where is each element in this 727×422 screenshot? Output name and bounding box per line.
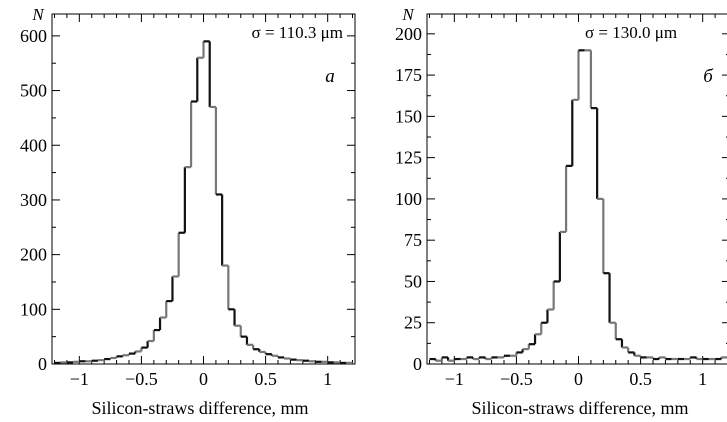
x-tick-label-b: −0.5 <box>500 369 533 389</box>
panel-label-a: a <box>325 66 335 87</box>
ticks-a: −1 −0.5 0 0.5 1 0 100 200 300 400 500 600 <box>20 14 355 389</box>
histogram-a <box>54 40 353 365</box>
y-tick-label-a: 0 <box>38 354 47 374</box>
y-tick-label-a: 300 <box>20 190 47 210</box>
y-axis-label-a: N <box>31 5 45 24</box>
y-tick-label-a: 600 <box>20 26 47 46</box>
x-tick-label-a: 0 <box>199 369 208 389</box>
y-tick-label-b: 75 <box>404 230 422 250</box>
x-tick-label-b: 1 <box>698 369 707 389</box>
y-axis-label-b: N <box>401 5 415 24</box>
x-tick-label-b: −1 <box>445 369 464 389</box>
plot-frame-b <box>426 13 727 365</box>
y-tick-label-b: 175 <box>395 65 422 85</box>
y-tick-label-b: 200 <box>395 24 422 44</box>
x-tick-label-a: −1 <box>70 369 89 389</box>
y-tick-label-b: 150 <box>395 106 422 126</box>
x-tick-label-a: 0.5 <box>254 369 277 389</box>
y-tick-label-b: 25 <box>404 313 422 333</box>
plot-frame-a <box>51 13 356 365</box>
x-tick-label-b: 0.5 <box>629 369 652 389</box>
x-tick-label-b: 0 <box>574 369 583 389</box>
histogram-b <box>429 49 727 362</box>
y-tick-label-a: 100 <box>20 299 47 319</box>
panel-b: −1 −0.5 0 0.5 1 0 25 50 75 100 125 150 175 200 N σ = … <box>395 5 727 418</box>
ticks-b: −1 −0.5 0 0.5 1 0 25 50 75 100 125 150 175 200 <box>395 14 727 389</box>
y-tick-label-a: 400 <box>20 135 47 155</box>
y-tick-label-a: 200 <box>20 245 47 265</box>
y-tick-label-b: 125 <box>395 148 422 168</box>
panel-label-b: б <box>703 66 714 87</box>
x-tick-label-a: 1 <box>323 369 332 389</box>
y-tick-label-b: 50 <box>404 271 422 291</box>
x-tick-label-a: −0.5 <box>125 369 158 389</box>
y-tick-label-b: 100 <box>395 189 422 209</box>
x-axis-label-a: Silicon-straws difference, mm <box>91 398 308 418</box>
annotation-b: σ = 130.0 μm <box>585 23 677 42</box>
x-axis-label-b: Silicon-straws difference, mm <box>471 398 688 418</box>
panel-a: −1 −0.5 0 0.5 1 0 100 200 300 400 500 600 N σ = 110… <box>20 5 356 418</box>
y-tick-label-b: 0 <box>413 354 422 374</box>
y-tick-label-a: 500 <box>20 81 47 101</box>
annotation-a: σ = 110.3 μm <box>252 23 343 42</box>
